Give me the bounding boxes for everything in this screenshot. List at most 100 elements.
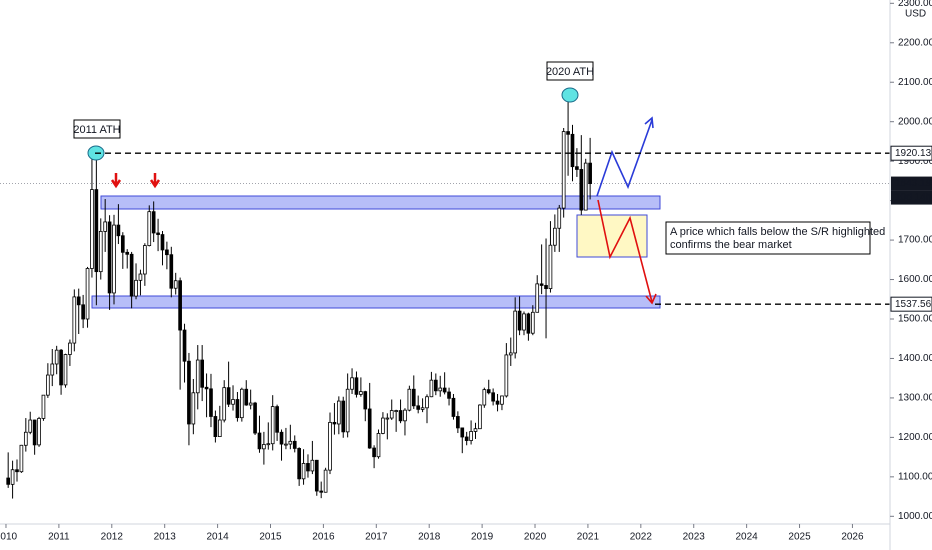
candle-body	[50, 363, 55, 376]
x-tick-label: 2017	[365, 532, 388, 543]
candle-body	[482, 389, 487, 406]
candle-body	[336, 400, 341, 425]
y-tick-label: 1400.000	[898, 353, 932, 364]
candle-body	[54, 349, 59, 365]
candle-body	[226, 387, 231, 405]
candle-body	[310, 459, 315, 472]
y-tick-label: 1600.000	[898, 274, 932, 285]
candle-body	[10, 469, 15, 485]
candle-body	[173, 280, 178, 289]
y-tick-label: 2100.000	[898, 77, 932, 88]
x-tick-label: 2014	[206, 532, 229, 543]
highlight-box	[576, 214, 648, 258]
candle-body	[85, 268, 90, 320]
candle-body	[15, 469, 19, 473]
candle-body	[68, 342, 72, 355]
note-text: A price which falls below the S/R highli…	[670, 226, 885, 238]
candle-body	[570, 133, 575, 168]
candle-body	[156, 232, 160, 235]
candle-body	[451, 397, 456, 417]
candle-body	[23, 431, 28, 446]
candle-body	[32, 419, 37, 446]
candle-body	[411, 388, 416, 407]
candle-body	[372, 447, 376, 458]
candle-body	[257, 432, 262, 450]
candle-body	[557, 207, 562, 229]
candle-body	[59, 349, 63, 386]
candle-body	[213, 416, 218, 437]
candle-body	[222, 387, 227, 421]
ath-label: 2011 ATH	[73, 124, 120, 136]
candle-body	[147, 211, 152, 247]
candle-body	[535, 283, 540, 313]
candle-body	[98, 230, 103, 273]
candle-body	[46, 374, 50, 396]
x-tick-label: 2010	[0, 532, 18, 543]
candle-body	[561, 131, 566, 209]
x-tick-label: 2023	[683, 532, 706, 543]
candle-body	[566, 131, 570, 135]
candle-body	[165, 249, 169, 256]
candle-body	[447, 391, 451, 399]
candle-body	[508, 352, 513, 356]
candle-body	[403, 409, 407, 422]
candle-body	[182, 329, 187, 362]
price-label: 1537.560	[895, 299, 932, 310]
candle-body	[319, 490, 324, 493]
y-tick-label: 2300.000	[898, 0, 932, 9]
candle-body	[262, 444, 266, 450]
candle-body	[469, 431, 473, 441]
candle-body	[103, 221, 108, 232]
label-box	[73, 119, 121, 139]
candle-body	[297, 448, 301, 480]
candle-body	[407, 388, 412, 411]
candle-body	[151, 211, 156, 234]
candle-body	[433, 379, 438, 392]
countdown-label: 10d 14h	[895, 192, 931, 203]
x-tick-label: 2022	[630, 532, 653, 543]
candle-body	[306, 463, 310, 472]
y-tick-label: 1000.000	[898, 511, 932, 522]
ath-label: 2020 ATH	[546, 66, 594, 78]
candle-body	[500, 395, 504, 405]
x-tick-label: 2024	[736, 532, 759, 543]
candle-body	[240, 388, 244, 419]
candle-body	[456, 416, 460, 429]
candle-body	[160, 234, 165, 251]
candle-body	[314, 459, 319, 492]
candle-body	[583, 162, 588, 211]
candle-body	[350, 377, 354, 390]
y-tick-label: 1900.000	[898, 156, 932, 167]
candle-body	[579, 169, 584, 211]
candle-body	[548, 244, 553, 290]
candle-body	[112, 224, 116, 294]
candle-body	[231, 399, 235, 405]
candle-body	[125, 251, 130, 255]
candle-body	[381, 417, 385, 434]
y-tick-label: 1300.000	[898, 393, 932, 404]
candle-body	[134, 279, 138, 297]
candle-body	[116, 224, 121, 237]
label-box	[546, 61, 594, 81]
candle-body	[191, 392, 196, 425]
y-tick-label: 1100.000	[898, 471, 932, 482]
candle-body	[120, 235, 125, 253]
candle-body	[6, 477, 11, 485]
candle-body	[270, 406, 275, 445]
candle-body	[275, 406, 279, 433]
candle-body	[438, 387, 443, 392]
annotation-layer	[0, 183, 890, 309]
candle-body	[345, 388, 350, 433]
resistance-zone	[100, 195, 661, 210]
candle-body	[522, 313, 526, 331]
y-tick-label: 1700.000	[898, 235, 932, 246]
x-tick-label: 2011	[48, 532, 70, 543]
candle-body	[332, 421, 337, 425]
x-tick-label: 2015	[259, 532, 282, 543]
candle-body	[367, 408, 372, 449]
candle-body	[526, 313, 531, 334]
price-label-box	[891, 176, 932, 191]
candle-body	[429, 379, 434, 398]
